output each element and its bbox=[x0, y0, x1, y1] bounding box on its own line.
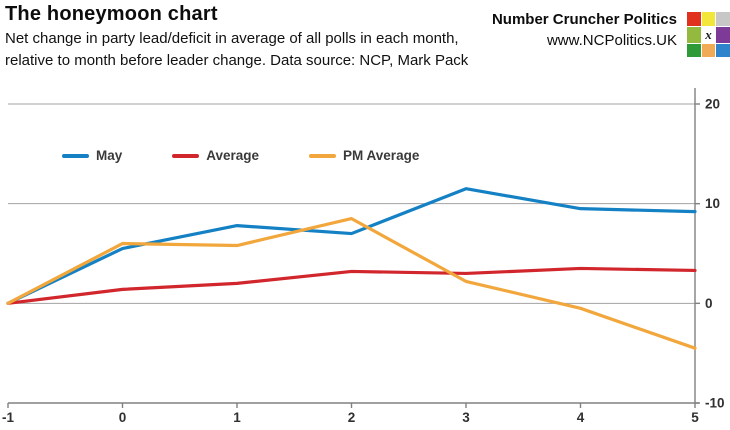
logo-cell-5 bbox=[716, 26, 730, 43]
brand-name: Number Cruncher Politics bbox=[491, 11, 677, 28]
logo-cell-6 bbox=[687, 43, 701, 57]
legend-label: Average bbox=[206, 148, 260, 163]
ncp-logo: x bbox=[687, 12, 730, 57]
y-tick-label-10: 10 bbox=[705, 196, 720, 211]
logo-cell-3 bbox=[687, 26, 701, 43]
brand-block: Number Cruncher Politics www.NCPolitics.… bbox=[492, 9, 677, 51]
legend-swatch bbox=[62, 153, 89, 158]
series-line-average bbox=[6, 266, 697, 305]
legend-label: May bbox=[96, 148, 123, 163]
page-title: The honeymoon chart bbox=[5, 3, 218, 25]
chart-legend: May Average PM Average bbox=[62, 148, 419, 163]
series-line-may bbox=[6, 187, 697, 305]
legend-swatch bbox=[309, 153, 337, 158]
legend-label: PM Average bbox=[343, 148, 420, 163]
series-line-pm-average bbox=[6, 217, 697, 350]
logo-cell-x: x bbox=[701, 26, 716, 43]
legend-item-average: Average bbox=[172, 148, 259, 163]
legend-swatch bbox=[172, 153, 200, 158]
y-tick-label--10: -10 bbox=[705, 396, 725, 411]
x-tick-label-0: 0 bbox=[119, 410, 127, 425]
logo-cell-0 bbox=[687, 12, 701, 26]
y-tick-label-0: 0 bbox=[705, 296, 713, 311]
x-tick-label-4: 4 bbox=[577, 410, 585, 425]
logo-cell-7 bbox=[701, 43, 716, 57]
logo-cell-2 bbox=[716, 12, 730, 26]
subtitle-line-1: Net change in party lead/deficit in aver… bbox=[5, 30, 459, 47]
y-tick-label-20: 20 bbox=[705, 97, 720, 112]
brand-url: www.NCPolitics.UK bbox=[546, 32, 677, 49]
chart-subtitle: Net change in party lead/deficit in aver… bbox=[5, 28, 468, 72]
x-tick-label-3: 3 bbox=[462, 410, 470, 425]
legend-item-may: May bbox=[62, 148, 122, 163]
x-tick-label-2: 2 bbox=[348, 410, 356, 425]
logo-cell-8 bbox=[716, 43, 730, 57]
x-tick-label-1: 1 bbox=[233, 410, 241, 425]
subtitle-line-2: relative to month before leader change. … bbox=[5, 52, 469, 69]
logo-cell-1 bbox=[701, 12, 716, 26]
x-tick-label--1: -1 bbox=[2, 410, 14, 425]
legend-item-pm-average: PM Average bbox=[309, 148, 419, 163]
x-tick-label-5: 5 bbox=[691, 410, 699, 425]
